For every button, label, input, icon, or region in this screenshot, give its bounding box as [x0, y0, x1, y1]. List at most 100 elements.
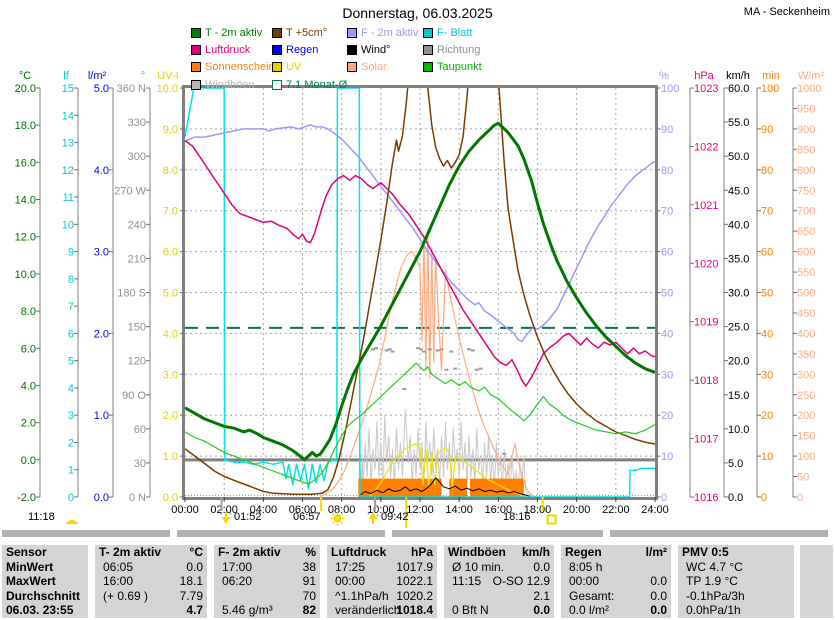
legend-label: F - 2m aktiv — [361, 26, 419, 39]
hpa-axis — [689, 87, 694, 498]
lf-axis — [74, 87, 79, 498]
divider-bar — [392, 530, 603, 537]
svg-text:30: 30 — [761, 369, 773, 381]
table-value-right: 82 — [302, 603, 316, 618]
series-Wind° — [359, 477, 530, 497]
dir-axis — [146, 87, 151, 498]
svg-text:350: 350 — [797, 349, 815, 361]
legend-label: T +5cm° — [286, 26, 328, 39]
min-axis-unit: min — [762, 70, 780, 82]
moonrise-arrow-icon — [366, 511, 380, 526]
moonrise-time: 09:42 — [381, 511, 409, 523]
wind-direction-dot — [435, 349, 440, 352]
table-value-right: 1018.4 — [396, 603, 433, 618]
svg-text:40: 40 — [761, 328, 773, 340]
svg-text:1.0: 1.0 — [163, 451, 178, 463]
table-value-left: 16:00 — [103, 574, 134, 589]
svg-text:650: 650 — [797, 226, 815, 238]
table-value-right: 38 — [302, 559, 316, 574]
svg-text:900: 900 — [797, 124, 815, 136]
temp-axis — [36, 87, 41, 498]
table-col-unit: % — [305, 545, 316, 559]
svg-text:10: 10 — [62, 219, 74, 231]
x-tick-label: 20:00 — [563, 504, 591, 516]
x-tick-label: 00:00 — [171, 504, 199, 516]
table-value-left: 8:05 h — [569, 559, 603, 574]
svg-text:0: 0 — [761, 492, 767, 504]
series-T +5cm° — [185, 88, 655, 495]
table-value-right: 0.0 — [650, 588, 667, 603]
table-value-right: 1017.9 — [396, 559, 433, 574]
svg-text:7: 7 — [68, 301, 74, 313]
svg-text:6.0: 6.0 — [163, 247, 178, 259]
svg-text:30: 30 — [134, 458, 146, 470]
table-value-right: O-SO 12.9 — [492, 574, 550, 589]
legend-item: Regen — [272, 43, 318, 56]
legend-item: Solar — [347, 60, 387, 73]
svg-text:13: 13 — [62, 138, 74, 150]
wind-direction-dot — [449, 350, 454, 353]
svg-text:0: 0 — [661, 492, 667, 504]
legend-label: UV — [286, 60, 302, 73]
legend-item: Wind° — [347, 43, 390, 56]
svg-text:12.0: 12.0 — [15, 232, 36, 244]
legend-label: Solar — [361, 60, 387, 73]
table-value-right: 1020.2 — [396, 588, 433, 603]
svg-text:100: 100 — [797, 451, 815, 463]
x-tick-label: 18:00 — [524, 504, 552, 516]
svg-text:700: 700 — [797, 206, 815, 218]
table-value-right: 0.0 — [533, 603, 550, 618]
hum-axis — [656, 87, 661, 498]
uv-axis — [180, 87, 185, 498]
svg-text:90: 90 — [661, 124, 673, 136]
svg-text:70: 70 — [761, 206, 773, 218]
svg-text:60: 60 — [134, 424, 146, 436]
table-col-title: T- 2m aktiv — [99, 545, 162, 559]
legend-item: Windböen — [191, 78, 255, 91]
svg-text:10.0: 10.0 — [15, 269, 36, 281]
table-value-right: 0.0 — [533, 559, 550, 574]
wind-direction-dot — [421, 350, 426, 353]
svg-text:8.0: 8.0 — [21, 306, 36, 318]
svg-text:50: 50 — [797, 472, 809, 484]
x-tick-label: 06:00 — [289, 504, 317, 516]
svg-text:90 O: 90 O — [122, 390, 146, 402]
svg-text:70: 70 — [661, 206, 673, 218]
svg-text:4: 4 — [68, 383, 74, 395]
svg-text:0 N: 0 N — [129, 492, 146, 504]
svg-text:40: 40 — [661, 328, 673, 340]
svg-text:9: 9 — [68, 247, 74, 259]
wind-direction-dot — [418, 348, 423, 351]
sunrise-time: 06:57 — [293, 511, 321, 523]
svg-text:0: 0 — [797, 492, 803, 504]
svg-text:300: 300 — [128, 151, 146, 163]
svg-text:0.0: 0.0 — [21, 455, 36, 467]
rain-axis — [109, 87, 114, 498]
svg-text:14.0: 14.0 — [15, 195, 36, 207]
svg-text:6: 6 — [68, 328, 74, 340]
svg-text:1019: 1019 — [694, 317, 718, 329]
legend-label: Luftdruck — [205, 43, 251, 56]
table-col-title: Windböen — [448, 545, 506, 559]
uv-axis-unit: UV-I — [157, 70, 178, 82]
wind-direction-dot — [371, 348, 375, 351]
legend-swatch — [347, 61, 357, 72]
temp-axis-unit: °C — [19, 70, 31, 82]
svg-text:35.0: 35.0 — [728, 253, 749, 265]
table-col-title: PMV 0:5 — [682, 545, 729, 559]
table-value-left: Gesamt: — [569, 588, 615, 603]
svg-text:4.0: 4.0 — [163, 328, 178, 340]
wind-direction-dot — [387, 348, 392, 351]
svg-text:3.0: 3.0 — [163, 369, 178, 381]
svg-text:3.0: 3.0 — [94, 247, 109, 259]
svg-text:7.0: 7.0 — [163, 206, 178, 218]
wind-direction-dot — [466, 348, 471, 351]
svg-text:80: 80 — [661, 165, 673, 177]
table-column-bg — [561, 545, 671, 618]
wind-direction-dot — [453, 367, 458, 370]
svg-text:750: 750 — [797, 185, 815, 197]
svg-text:60: 60 — [661, 247, 673, 259]
table-value-left: 17:00 — [222, 559, 253, 574]
svg-text:8: 8 — [68, 274, 74, 286]
legend-item: Sonnenschein — [191, 60, 275, 73]
